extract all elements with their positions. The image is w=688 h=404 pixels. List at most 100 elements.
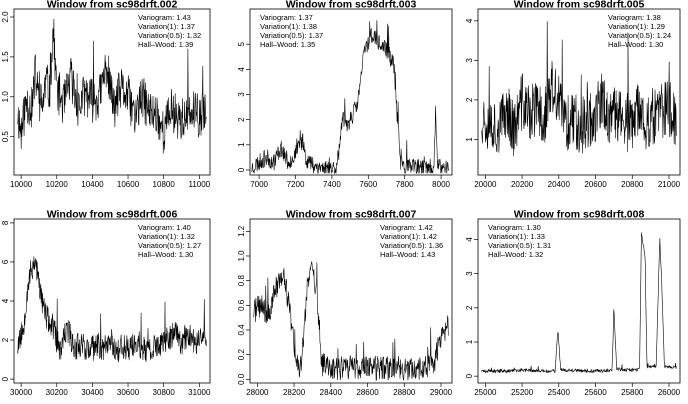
stat-annotation: Variogram: 1.30 [488, 223, 541, 232]
plot-frame [477, 8, 681, 176]
y-tick-label: 1 [465, 339, 474, 344]
x-tick-label: 30000 [10, 388, 33, 397]
y-tick-label: 2 [1, 337, 10, 342]
y-tick-label: 5 [237, 41, 246, 46]
y-tick-label: 0.0 [237, 373, 246, 385]
x-tick-label: 7400 [323, 180, 341, 189]
x-tick-label: 10600 [117, 180, 140, 189]
y-tick-label: 2 [465, 97, 474, 102]
series-line [251, 20, 449, 175]
x-tick-label: 7800 [396, 180, 414, 189]
y-tick-label: 0 [237, 167, 246, 172]
x-tick-label: 20800 [621, 180, 644, 189]
y-tick-label: 1 [237, 142, 246, 147]
x-tick-label: 28600 [356, 388, 379, 397]
stat-annotation: Variation(0.5): 1.37 [260, 31, 323, 40]
panel-3: Window from sc98drft.005 20000 20200 20400 2… [465, 0, 681, 189]
y-tick-label: 0.2 [237, 349, 246, 361]
plot-frame [249, 8, 453, 176]
y-tick-label: 3 [237, 92, 246, 97]
stat-annotation: Variation(0.5): 1.32 [138, 31, 201, 40]
y-tick-label: 0 [1, 376, 10, 381]
x-tick-label: 25000 [474, 388, 497, 397]
y-tick-label: 1.2 [237, 225, 246, 237]
x-tick-label: 25600 [584, 388, 607, 397]
x-tick-label: 20200 [511, 180, 534, 189]
y-tick-label: 2 [237, 117, 246, 122]
y-tick-label: 4 [1, 298, 10, 303]
x-tick-label: 31000 [188, 388, 211, 397]
series-line [17, 256, 207, 363]
y-tick-label: 0.8 [237, 275, 246, 287]
x-tick-label: 25800 [621, 388, 644, 397]
y-tick-label: 6 [1, 259, 10, 264]
y-tick-label: 1 [465, 137, 474, 142]
x-tick-label: 30200 [46, 388, 69, 397]
stat-annotation: Variation(1): 1.42 [380, 232, 437, 241]
x-tick-label: 20600 [584, 180, 607, 189]
stat-annotation: Variogram: 1.42 [380, 223, 433, 232]
panel-title: Window from sc98drft.007 [286, 209, 417, 221]
plot-frame [477, 218, 681, 384]
series-line [481, 21, 677, 157]
stat-annotation: Variation(1): 1.33 [488, 232, 545, 241]
x-tick-label: 30400 [81, 388, 104, 397]
stat-annotation: Hall–Wood: 1.39 [138, 40, 193, 49]
panel-2: Window from sc98drft.003 7000 7200 7400 7600… [237, 0, 453, 189]
x-tick-label: 20000 [474, 180, 497, 189]
y-tick-label: 3 [465, 271, 474, 276]
stat-annotation: Hall–Wood: 1.32 [488, 250, 543, 259]
panel-title: Window from sc98drft.002 [47, 0, 178, 11]
stat-annotation: Variation(0.5): 1.36 [380, 241, 443, 250]
x-tick-label: 7200 [287, 180, 305, 189]
x-tick-label: 10800 [153, 180, 176, 189]
y-tick-label: 2 [465, 305, 474, 310]
y-tick-label: 0.5 [1, 131, 10, 143]
x-tick-label: 29000 [430, 388, 453, 397]
panel-title: Window from sc98drft.006 [47, 209, 178, 221]
stat-annotation: Variation(1): 1.29 [608, 22, 665, 31]
y-tick-label: 8 [1, 220, 10, 225]
x-tick-label: 20400 [548, 180, 571, 189]
stat-annotation: Variogram: 1.38 [608, 13, 661, 22]
stat-annotation: Hall–Wood: 1.30 [608, 40, 663, 49]
y-tick-label: 0.6 [237, 299, 246, 311]
plot-frame [13, 8, 211, 176]
x-tick-label: 30800 [153, 388, 176, 397]
panel-1: Window from sc98drft.002 10000 10200 10400 1… [1, 0, 211, 189]
series-line [481, 232, 677, 374]
x-tick-label: 28400 [320, 388, 343, 397]
x-tick-label: 28800 [393, 388, 416, 397]
y-tick-label: 1.0 [237, 250, 246, 262]
stat-annotation: Variation(1): 1.38 [260, 22, 317, 31]
y-tick-label: 2.0 [1, 11, 10, 23]
stat-annotation: Variogram: 1.37 [260, 13, 313, 22]
stat-annotation: Variation(1): 1.32 [138, 232, 195, 241]
panel-5: Window from sc98drft.007 28000 28200 28400 2… [237, 209, 453, 398]
y-tick-label: 1.5 [1, 51, 10, 63]
stat-annotation: Variogram: 1.40 [138, 223, 191, 232]
panel-title: Window from sc98drft.005 [514, 0, 645, 11]
plot-frame [249, 218, 453, 384]
stat-annotation: Variation(0.5): 1.24 [608, 31, 671, 40]
x-tick-label: 25200 [511, 388, 534, 397]
y-tick-label: 0 [465, 373, 474, 378]
x-tick-label: 28200 [283, 388, 306, 397]
panel-4: Window from sc98drft.006 30000 30200 30400 3… [1, 209, 211, 398]
y-tick-label: 1.0 [1, 91, 10, 103]
x-tick-label: 30600 [117, 388, 140, 397]
y-tick-label: 4 [465, 18, 474, 23]
stat-annotation: Hall–Wood: 1.35 [260, 40, 315, 49]
stat-annotation: Hall–Wood: 1.43 [380, 250, 435, 259]
panel-title: Window from sc98drft.008 [514, 209, 645, 221]
x-tick-label: 28000 [246, 388, 269, 397]
x-tick-label: 10400 [81, 180, 104, 189]
panel-6: Window from sc98drft.008 25000 25200 25400 2… [465, 209, 681, 398]
y-tick-label: 0.4 [237, 324, 246, 336]
stat-annotation: Variation(0.5): 1.31 [488, 241, 551, 250]
x-tick-label: 25400 [548, 388, 571, 397]
x-tick-label: 21000 [658, 180, 681, 189]
x-tick-label: 10200 [46, 180, 69, 189]
x-tick-label: 10000 [10, 180, 33, 189]
